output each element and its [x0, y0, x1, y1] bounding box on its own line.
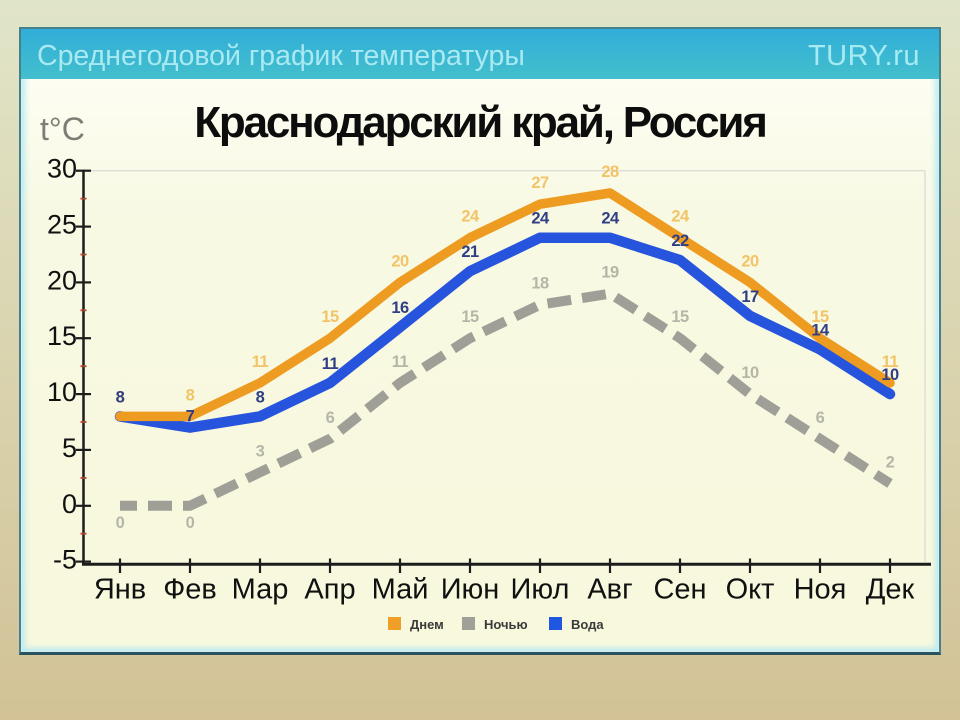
- svg-text:24: 24: [601, 210, 620, 228]
- svg-text:18: 18: [531, 275, 549, 293]
- svg-text:11: 11: [252, 353, 269, 371]
- svg-text:20: 20: [47, 265, 77, 295]
- svg-text:Авг: Авг: [587, 574, 632, 606]
- svg-text:11: 11: [392, 353, 409, 371]
- svg-text:25: 25: [47, 210, 77, 240]
- svg-text:10: 10: [47, 377, 77, 407]
- svg-text:3: 3: [256, 442, 265, 460]
- svg-text:6: 6: [816, 409, 825, 427]
- svg-text:11: 11: [882, 353, 899, 371]
- svg-text:Окт: Окт: [726, 574, 775, 606]
- svg-text:Вода: Вода: [571, 617, 604, 632]
- svg-text:15: 15: [47, 321, 77, 351]
- svg-text:Янв: Янв: [94, 574, 146, 606]
- svg-text:0: 0: [116, 514, 125, 532]
- svg-text:16: 16: [391, 299, 409, 317]
- svg-text:15: 15: [671, 308, 689, 326]
- svg-text:-5: -5: [53, 545, 77, 575]
- svg-text:8: 8: [116, 388, 125, 406]
- svg-text:30: 30: [47, 154, 77, 184]
- svg-text:17: 17: [741, 288, 759, 306]
- svg-text:8: 8: [186, 386, 195, 404]
- svg-text:Ноя: Ноя: [794, 574, 847, 606]
- svg-text:Дек: Дек: [866, 574, 915, 606]
- svg-text:Ночью: Ночью: [484, 617, 528, 632]
- svg-text:15: 15: [321, 308, 339, 326]
- svg-text:27: 27: [531, 174, 549, 192]
- svg-text:24: 24: [461, 208, 480, 226]
- svg-text:19: 19: [601, 264, 619, 282]
- svg-text:7: 7: [186, 408, 195, 426]
- svg-text:14: 14: [811, 321, 830, 339]
- svg-text:Май: Май: [372, 574, 429, 606]
- svg-text:0: 0: [186, 514, 195, 532]
- svg-text:20: 20: [741, 252, 759, 270]
- svg-text:24: 24: [531, 210, 550, 228]
- svg-text:8: 8: [256, 388, 265, 406]
- svg-text:6: 6: [326, 409, 335, 427]
- svg-text:24: 24: [671, 208, 690, 226]
- svg-text:0: 0: [62, 489, 77, 519]
- svg-text:21: 21: [461, 243, 479, 261]
- svg-text:Июл: Июл: [511, 574, 570, 606]
- svg-text:22: 22: [671, 232, 689, 250]
- svg-text:15: 15: [461, 308, 479, 326]
- svg-text:Мар: Мар: [232, 574, 289, 606]
- svg-text:Июн: Июн: [441, 574, 500, 606]
- svg-text:Днем: Днем: [410, 617, 444, 632]
- svg-text:10: 10: [881, 366, 899, 384]
- svg-text:10: 10: [741, 364, 759, 382]
- svg-text:11: 11: [322, 355, 339, 373]
- svg-text:15: 15: [811, 308, 829, 326]
- svg-text:2: 2: [886, 454, 895, 472]
- svg-text:5: 5: [62, 433, 77, 463]
- svg-text:Фев: Фев: [163, 574, 217, 606]
- svg-text:Сен: Сен: [653, 574, 706, 606]
- svg-text:28: 28: [601, 163, 619, 181]
- svg-text:20: 20: [391, 252, 409, 270]
- svg-text:Апр: Апр: [304, 574, 355, 606]
- svg-text:8: 8: [116, 388, 125, 406]
